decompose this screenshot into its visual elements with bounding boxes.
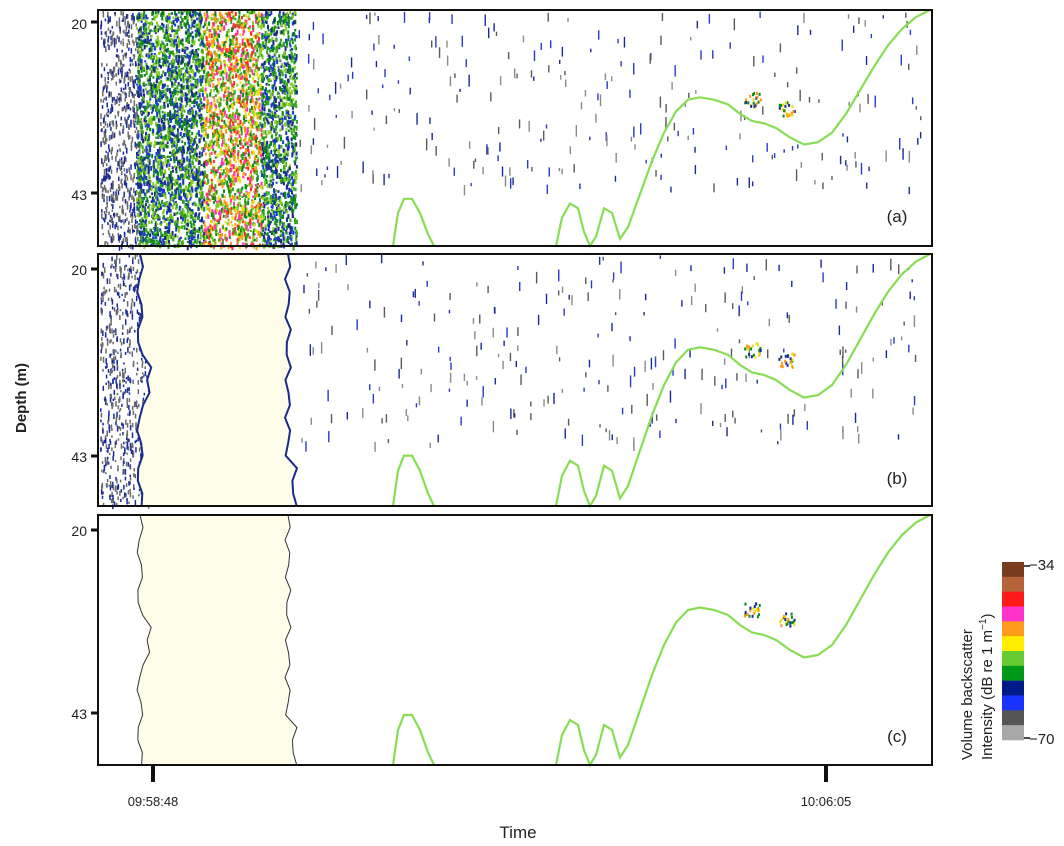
colorbar-title-line1: Volume backscatter: [959, 629, 976, 760]
seabed-line: [554, 514, 931, 768]
y-tick-label: 43: [71, 449, 87, 465]
panel-label-b: (b): [887, 469, 908, 488]
seabed-line: [391, 713, 435, 766]
y-tick-label: 43: [71, 706, 87, 722]
colorbar-max-label: −34: [1029, 557, 1054, 574]
x-axis-label: Time: [499, 823, 536, 842]
colorbar-swatch: [1002, 680, 1024, 696]
seabed-line: [554, 253, 931, 509]
colorbar-swatch: [1002, 636, 1024, 652]
echogram-panel-b: [91, 253, 933, 510]
echogram-panel-c: [91, 514, 933, 768]
colorbar-swatch: [1002, 591, 1024, 607]
y-tick-label: 20: [71, 523, 87, 539]
colorbar-swatch: [1002, 665, 1024, 681]
y-tick-label: 20: [71, 16, 87, 32]
y-tick-label: 43: [71, 187, 87, 203]
removed-noise-region: [136, 253, 299, 507]
removed-noise-region: [136, 514, 298, 766]
panel-label-a: (a): [887, 207, 908, 226]
colorbar-swatch: [1002, 576, 1024, 592]
colorbar-swatch: [1002, 710, 1024, 726]
colorbar-swatch: [1002, 695, 1024, 711]
y-axis-label: Depth (m): [13, 363, 30, 433]
colorbar-swatch: [1002, 606, 1024, 622]
colorbar-swatch: [1002, 621, 1024, 637]
panel-label-c: (c): [887, 727, 907, 746]
colorbar-swatch: [1002, 725, 1024, 741]
colorbar: [1002, 562, 1030, 741]
colorbar-min-label: −70: [1029, 731, 1054, 748]
x-tick-label: 09:58:48: [128, 794, 179, 809]
panel-frame: [97, 9, 933, 247]
seabed-line: [391, 197, 435, 247]
panel-frame: [97, 514, 933, 766]
colorbar-title-line2: Intensity (dB re 1 m−1): [978, 614, 996, 760]
seabed-line: [391, 454, 435, 507]
panel-frame: [97, 253, 933, 507]
x-tick-label: 10:06:05: [801, 794, 852, 809]
y-tick-label: 20: [71, 262, 87, 278]
colorbar-swatch: [1002, 651, 1024, 667]
colorbar-swatch: [1002, 562, 1024, 578]
echogram-panel-a: [91, 9, 933, 251]
seabed-line: [554, 9, 931, 249]
